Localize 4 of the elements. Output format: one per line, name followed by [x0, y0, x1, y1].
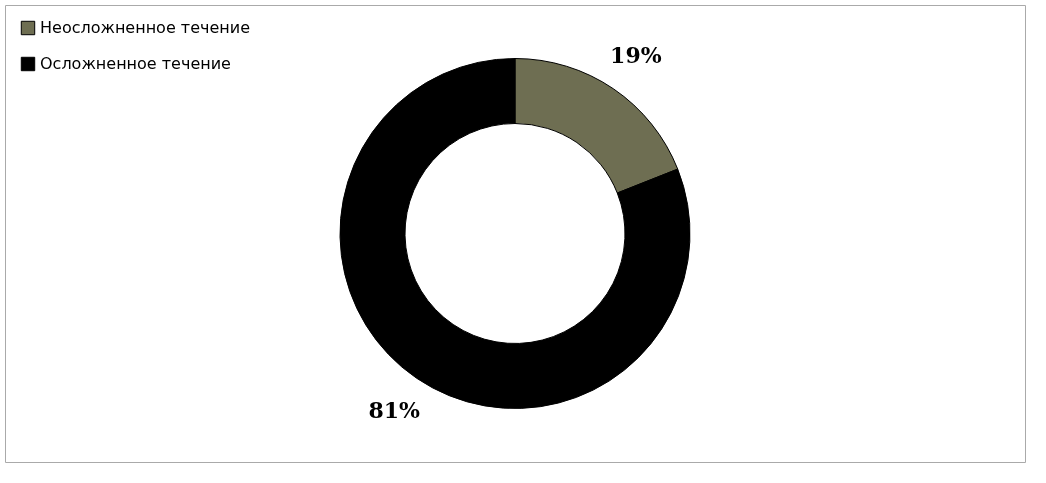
legend-label: Неосложненное течение [40, 18, 250, 37]
legend-label: Осложненное течение [40, 54, 231, 73]
data-label: 19% [610, 41, 662, 68]
data-label: 81% [368, 397, 420, 424]
